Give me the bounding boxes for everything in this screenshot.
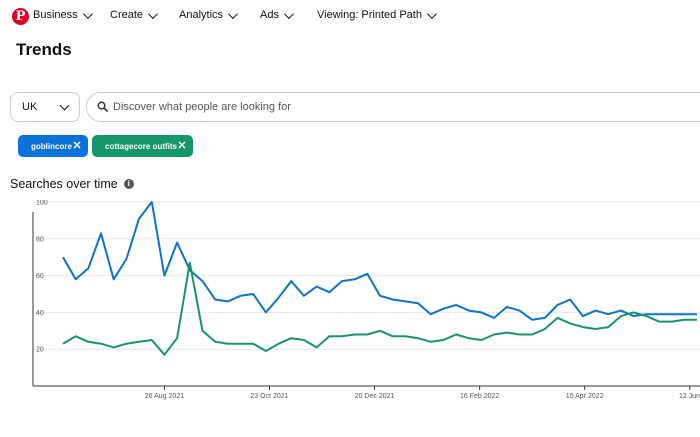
x-tick-label: 15 Apr 2022: [566, 393, 604, 400]
region-select[interactable]: UK: [10, 92, 80, 122]
nav-viewing-account[interactable]: Viewing: Printed Path: [317, 8, 437, 21]
y-tick-label: 40: [36, 310, 44, 317]
series-line-goblincore[interactable]: [62, 201, 697, 321]
searches-over-time-chart: 20 40 60 80 100 26 Aug 2021 23 Oct 2021 20 Dec…: [32, 200, 700, 400]
info-icon[interactable]: i: [123, 179, 134, 189]
nav-create[interactable]: Create: [110, 8, 158, 21]
close-icon[interactable]: [177, 140, 187, 150]
x-tick-label: 26 Aug 2021: [145, 393, 184, 400]
region-select-value: UK: [22, 101, 38, 113]
chart-gridlines: [33, 201, 700, 350]
nav-analytics-label: Analytics: [179, 9, 224, 21]
x-tick-label: 16 Feb 2022: [460, 393, 499, 400]
chevron-down-icon: [59, 100, 70, 111]
y-tick-label: 60: [36, 273, 44, 280]
x-tick-label: 23 Oct 2021: [250, 393, 288, 400]
chevron-down-icon: [426, 8, 437, 19]
nav-business[interactable]: Business: [33, 8, 93, 21]
chip-label: goblincore: [31, 141, 72, 151]
nav-ads-label: Ads: [260, 9, 279, 21]
top-navigation: P Business Create Analytics Ads Viewing:…: [0, 0, 700, 34]
keyword-chip-cottagecore-outfits[interactable]: cottagecore outfits: [92, 135, 193, 157]
searches-over-time-heading: Searches over time i: [10, 177, 134, 191]
nav-create-label: Create: [110, 9, 144, 21]
close-icon[interactable]: [72, 140, 82, 150]
y-tick-label: 80: [36, 236, 44, 243]
chart-series: [62, 201, 697, 356]
search-icon: [97, 101, 108, 112]
chevron-down-icon: [82, 8, 93, 19]
nav-ads[interactable]: Ads: [260, 8, 294, 21]
chevron-down-icon: [147, 8, 158, 19]
section-title: Searches over time: [10, 177, 118, 191]
nav-business-label: Business: [33, 9, 78, 21]
keyword-chip-goblincore[interactable]: goblincore: [18, 135, 88, 157]
x-tick-label: 20 Dec 2021: [355, 393, 395, 400]
x-tick-labels: 26 Aug 2021 23 Oct 2021 20 Dec 2021 16 Feb …: [145, 386, 700, 400]
search-input[interactable]: [113, 101, 673, 113]
pinterest-logo-icon[interactable]: P: [12, 8, 29, 25]
y-tick-labels: 20 40 60 80 100: [36, 200, 48, 354]
series-line-cottagecore-outfits[interactable]: [62, 261, 697, 356]
chevron-down-icon: [283, 8, 294, 19]
nav-viewing-label: Viewing: Printed Path: [317, 9, 422, 21]
chip-label: cottagecore outfits: [105, 141, 178, 151]
x-tick-label: 12 Jun: [679, 393, 700, 400]
search-bar[interactable]: [86, 92, 700, 122]
y-tick-label: 100: [36, 200, 48, 207]
y-tick-label: 20: [36, 347, 44, 354]
chevron-down-icon: [227, 8, 238, 19]
nav-analytics[interactable]: Analytics: [179, 8, 238, 21]
page-title: Trends: [16, 40, 72, 59]
